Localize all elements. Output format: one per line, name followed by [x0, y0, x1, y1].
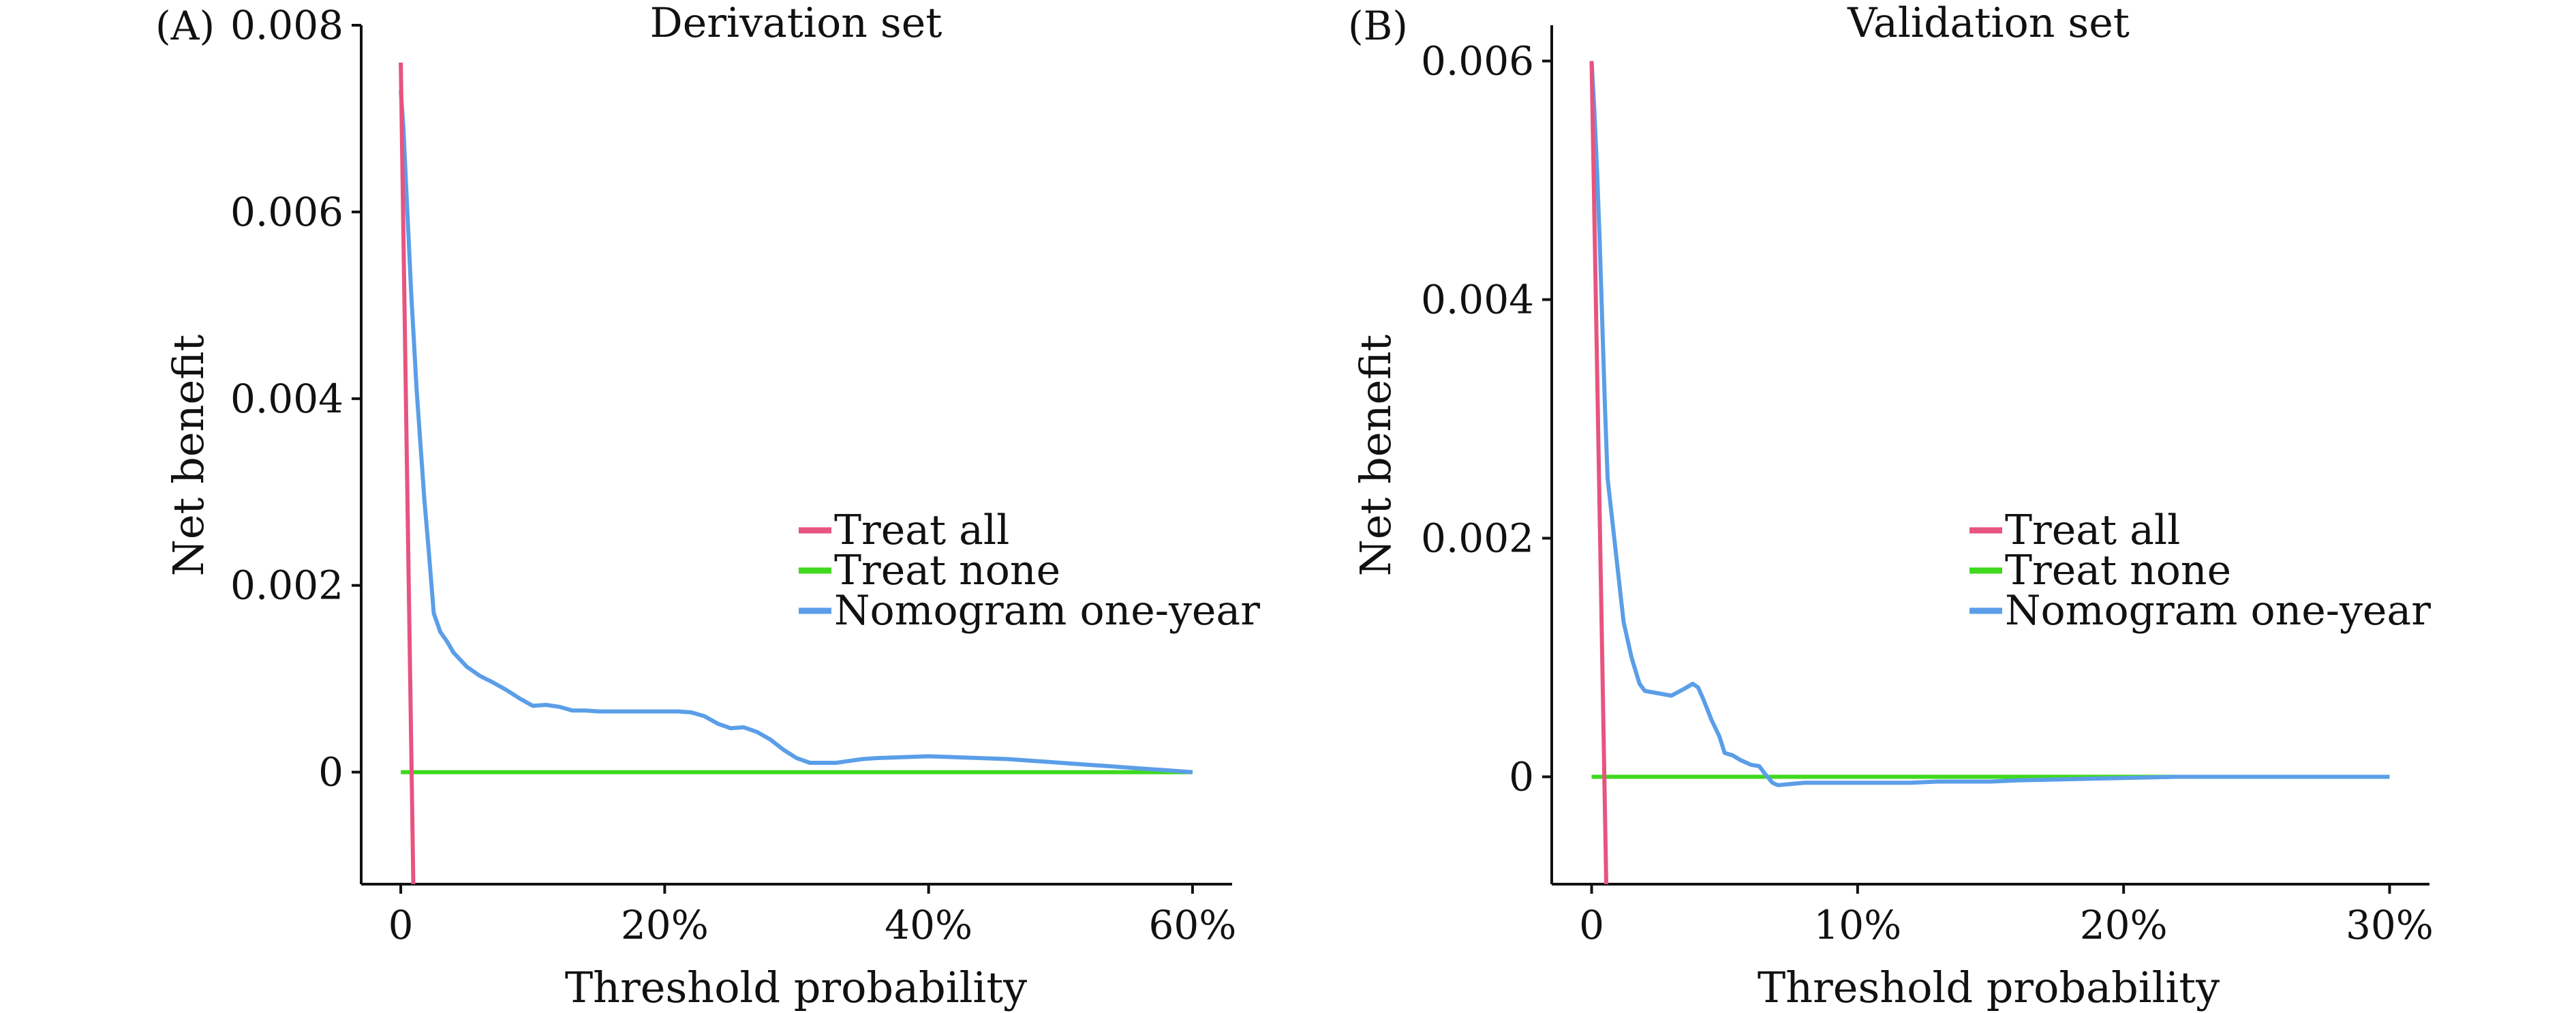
- panel-a-y-tick-label: 0.008: [230, 2, 343, 48]
- panel-a-y-axis-title: Net benefit: [164, 335, 213, 577]
- panel-b-y-tick-label: 0.004: [1421, 277, 1534, 323]
- panel-a-legend-treat-all-label: Treat all: [834, 507, 1009, 554]
- panel-b-y-axis-title: Net benefit: [1351, 335, 1400, 577]
- panel-a-series-nomogram-line: [399, 90, 1193, 774]
- panel-a-y-tick-label: 0: [318, 749, 343, 796]
- panel-a-plot-area: [399, 62, 1193, 885]
- panel-b-plot-area: [1589, 61, 2390, 885]
- panel-b-x-axis-title: Threshold probability: [1758, 963, 2220, 1012]
- panel-b-legend-treat-none-label: Treat none: [2005, 547, 2231, 594]
- panel-b-label: (B): [1348, 3, 1408, 49]
- panel-a-x-tick-label: 40%: [885, 902, 972, 948]
- panel-b-x-tick-label: 20%: [2080, 902, 2168, 948]
- panel-a-x-axis-title: Threshold probability: [565, 963, 1027, 1012]
- panel-a-label: (A): [155, 3, 215, 49]
- panel-b-x-ticks: 0 10% 20% 30%: [1579, 884, 2434, 948]
- panel-a-x-tick-label: 0: [388, 902, 414, 948]
- panel-b-y-ticks: 0 0.002 0.004 0.006: [1421, 38, 1552, 800]
- panel-b-series-treat-all-line: [1589, 61, 1608, 885]
- panel-a-x-tick-label: 60%: [1148, 902, 1236, 948]
- panel-b-y-tick-label: 0.006: [1421, 38, 1534, 85]
- panel-a-series-treat-all-line: [399, 62, 416, 885]
- panel-b-y-tick-label: 0.002: [1421, 515, 1534, 562]
- panel-b-y-tick-label: 0: [1509, 754, 1534, 800]
- panel-b-x-tick-label: 0: [1579, 902, 1604, 948]
- panel-a-x-tick-label: 20%: [621, 902, 709, 948]
- panel-b: 0 0.002 0.004 0.006 0 10% 20% 30% (B) Validati…: [1348, 0, 2434, 1012]
- panel-b-title: Validation set: [1847, 0, 2130, 47]
- panel-a-legend-treat-none-label: Treat none: [834, 547, 1060, 594]
- panel-a-title: Derivation set: [650, 0, 942, 47]
- panel-b-legend: Treat all Treat none Nomogram one-year: [1969, 507, 2431, 635]
- panel-b-series-nomogram-line: [1589, 61, 2390, 787]
- panel-b-legend-nomogram-label: Nomogram one-year: [2005, 587, 2431, 635]
- panel-a-y-tick-label: 0.002: [230, 562, 343, 609]
- panel-b-x-tick-label: 10%: [1813, 902, 1901, 948]
- panel-a-x-ticks: 0 20% 40% 60%: [388, 884, 1236, 948]
- panel-a-y-tick-label: 0.006: [230, 189, 343, 235]
- panel-a-y-ticks: 0 0.002 0.004 0.006 0.008: [230, 2, 361, 796]
- panel-b-x-tick-label: 30%: [2346, 902, 2434, 948]
- panel-a-legend: Treat all Treat none Nomogram one-year: [799, 507, 1260, 635]
- panel-b-legend-treat-all-label: Treat all: [2005, 507, 2180, 554]
- panel-a-y-tick-label: 0.004: [230, 376, 343, 422]
- panel-a-legend-nomogram-label: Nomogram one-year: [834, 587, 1260, 635]
- panel-a: 0 0.002 0.004 0.006 0.008 0 20% 40% 60% (A) Der…: [155, 0, 1260, 1012]
